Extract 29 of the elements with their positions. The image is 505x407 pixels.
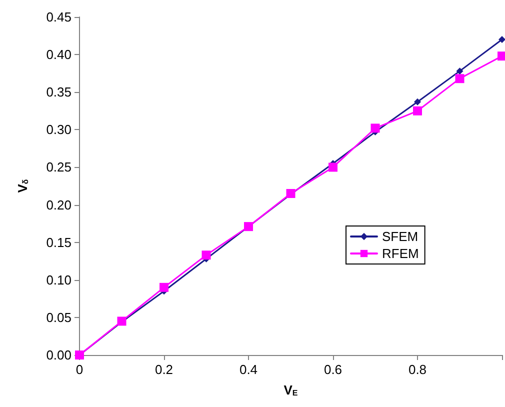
y-tick-label: 0.35 bbox=[46, 84, 72, 100]
y-tick-label: 0.30 bbox=[46, 122, 72, 138]
point bbox=[456, 68, 464, 75]
legend-label: RFEM bbox=[382, 246, 419, 261]
y-tick-label: 0.00 bbox=[46, 348, 72, 362]
x-axis-title: VE bbox=[284, 382, 298, 398]
y-tick-label: 0.20 bbox=[46, 197, 72, 212]
x-tick-label: 0.6 bbox=[324, 362, 342, 377]
y-axis-title: Vδ bbox=[15, 179, 30, 193]
y-tick-label: 0.40 bbox=[46, 47, 72, 62]
point bbox=[414, 98, 421, 106]
x-tick-label: 0.8 bbox=[408, 362, 427, 377]
point bbox=[498, 36, 505, 44]
legend-label: SFEM bbox=[382, 229, 418, 244]
x-tick-label: 0.4 bbox=[239, 362, 258, 377]
y-tick-label: 0.05 bbox=[46, 310, 72, 325]
point bbox=[413, 106, 422, 116]
y-tick-label: 0.45 bbox=[46, 10, 72, 24]
point bbox=[455, 74, 464, 84]
y-tick-label: 0.25 bbox=[46, 160, 72, 175]
point bbox=[202, 250, 211, 260]
x-tick-label: 0 bbox=[76, 362, 84, 377]
y-tick-label: 0.10 bbox=[46, 272, 72, 288]
point bbox=[328, 162, 338, 172]
point bbox=[498, 52, 505, 61]
y-tick-label: 0.15 bbox=[46, 234, 72, 250]
point bbox=[160, 282, 168, 292]
x-tick-label: 0.2 bbox=[154, 362, 174, 377]
point bbox=[370, 124, 380, 133]
